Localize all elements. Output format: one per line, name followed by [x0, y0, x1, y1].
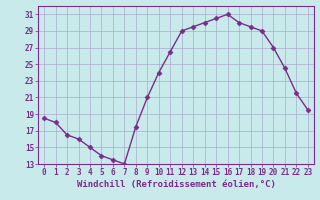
X-axis label: Windchill (Refroidissement éolien,°C): Windchill (Refroidissement éolien,°C)	[76, 180, 276, 189]
